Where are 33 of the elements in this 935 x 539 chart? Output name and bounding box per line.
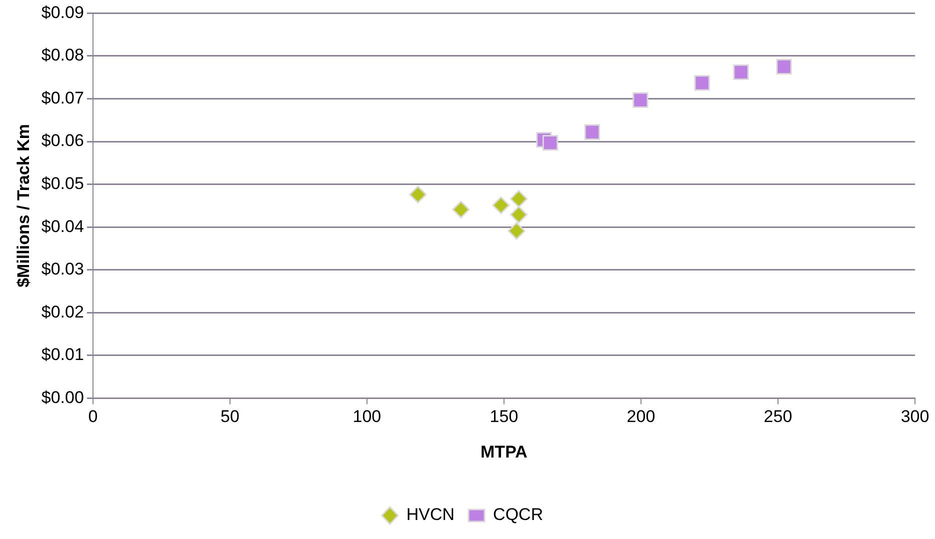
x-axis-title: MTPA	[480, 442, 528, 462]
x-tick-label: 250	[764, 407, 792, 426]
point	[584, 124, 600, 140]
y-tick-label: $0.07	[41, 88, 84, 108]
point	[776, 58, 792, 74]
y-tick-label: $0.06	[41, 131, 84, 150]
legend-label: HVCN	[406, 505, 455, 524]
point	[452, 200, 470, 218]
point	[510, 206, 528, 224]
point	[632, 92, 648, 108]
x-tick-label: 300	[900, 407, 930, 426]
x-tick-label: 0	[88, 407, 98, 426]
legend-label: CQCR	[493, 505, 544, 524]
x-tick-label: 200	[626, 407, 656, 426]
y-tick-label: $0.00	[41, 388, 84, 407]
y-tick-label: $0.03	[41, 260, 84, 279]
y-axis-title: $Millions / Track Km	[14, 124, 33, 288]
y-tick-label: $0.08	[41, 46, 84, 65]
y-tick-label: $0.02	[41, 302, 84, 322]
y-tick-label: $0.01	[41, 345, 84, 364]
point	[733, 64, 749, 80]
point	[694, 75, 710, 91]
x-tick-label: 50	[220, 407, 240, 426]
point	[510, 190, 528, 208]
point	[409, 186, 427, 204]
y-tick-label: $0.05	[41, 174, 84, 193]
y-tick-label: $0.09	[41, 2, 84, 22]
point	[542, 134, 558, 151]
x-tick-label: 100	[352, 407, 382, 426]
y-tick-label: $0.04	[41, 216, 84, 236]
point	[492, 196, 510, 214]
point	[508, 222, 526, 240]
x-tick-label: 150	[490, 407, 518, 426]
